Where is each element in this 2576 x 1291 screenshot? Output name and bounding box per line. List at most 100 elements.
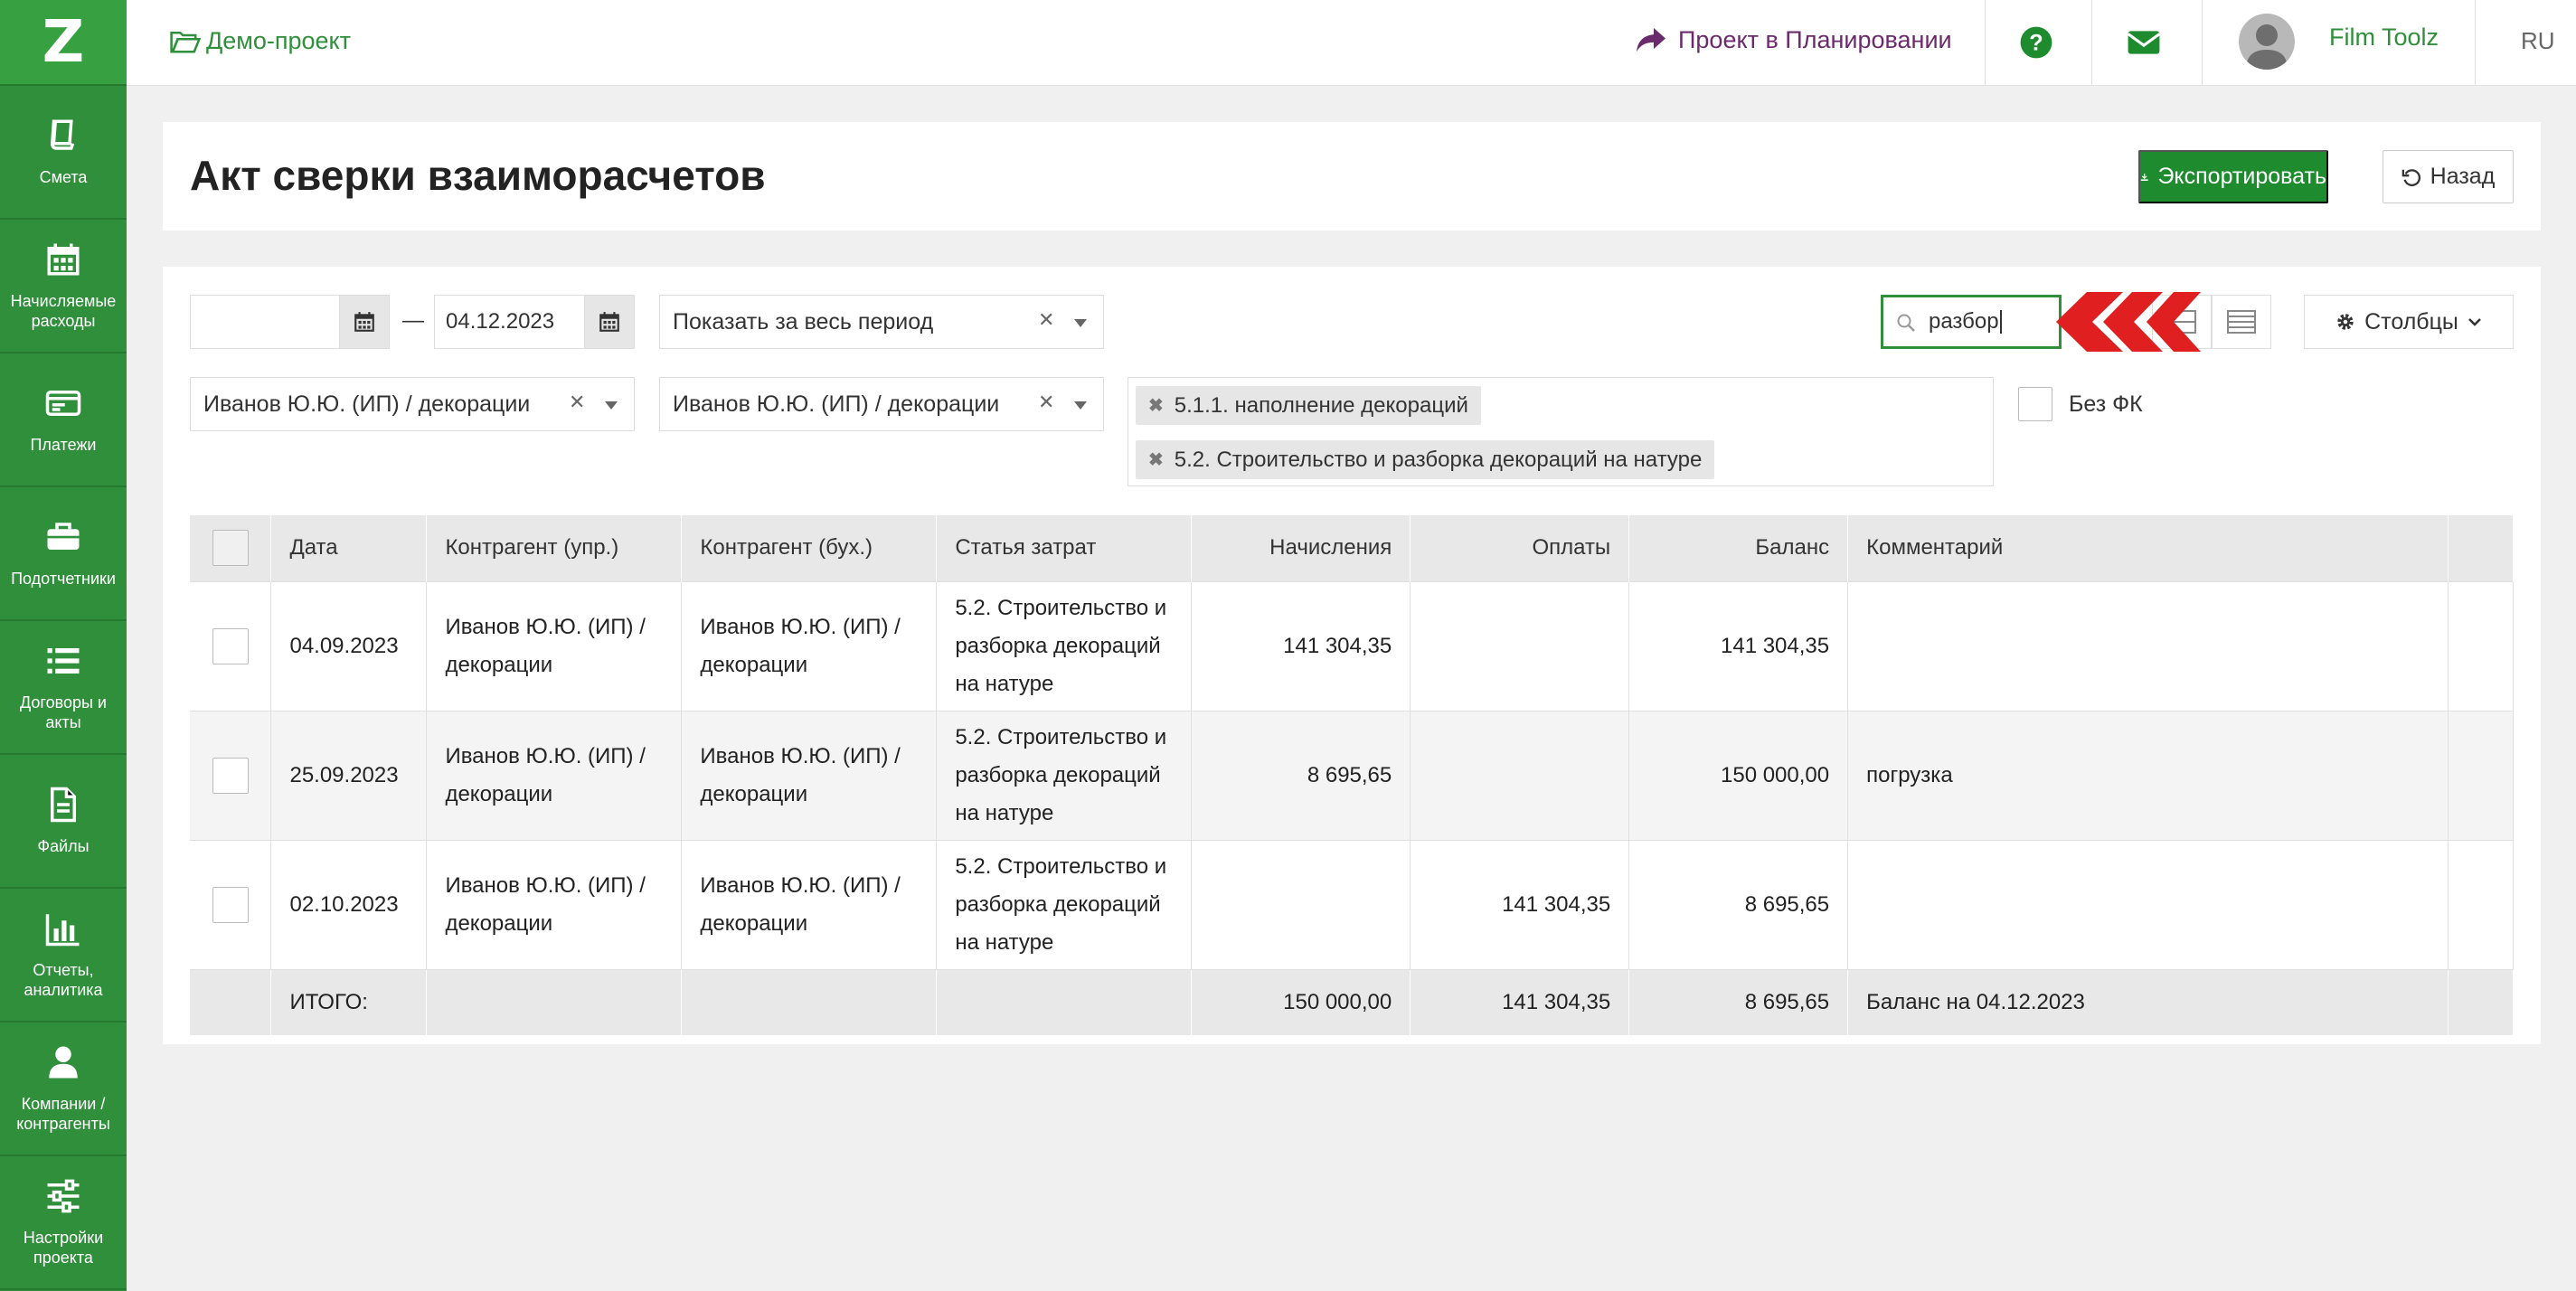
sidebar-item-payments[interactable]: Платежи — [0, 353, 127, 487]
clear-counterparty-mgmt-icon[interactable]: ✕ — [569, 391, 586, 413]
search-value: разбор — [1929, 309, 1999, 334]
help-icon[interactable]: ? — [2019, 25, 2053, 60]
cell-extra — [2448, 710, 2515, 840]
column-header-counterparty-acc[interactable]: Контрагент (бух.) — [681, 515, 938, 581]
project-link[interactable]: Демо-проект — [170, 27, 351, 55]
sidebar-item-label: Компании / контрагенты — [16, 1095, 110, 1133]
cell-date: 02.10.2023 — [270, 839, 428, 969]
cell-extra — [2448, 580, 2515, 711]
row-checkbox[interactable] — [212, 887, 249, 924]
sidebar-item-companies[interactable]: Компании / контрагенты — [0, 1022, 127, 1156]
cell-cost-item: 5.2. Строительство и разборка декораций … — [936, 580, 1193, 711]
period-select[interactable]: Показать за весь период — [659, 295, 1104, 349]
table-row[interactable]: 04.09.2023 Иванов Ю.Ю. (ИП) / декорации … — [190, 580, 2515, 711]
row-select-cell — [190, 580, 272, 711]
user-name[interactable]: Film Toolz — [2329, 24, 2439, 51]
column-header-comment[interactable]: Комментарий — [1847, 515, 2449, 581]
total-accruals: 150 000,00 — [1191, 968, 1411, 1035]
column-header-counterparty-mgmt[interactable]: Контрагент (упр.) — [426, 515, 683, 581]
row-select-cell — [190, 710, 272, 840]
row-checkbox[interactable] — [212, 758, 249, 795]
sliders-icon — [47, 1179, 80, 1213]
chevron-down-icon[interactable] — [1074, 319, 1087, 327]
no-fk-label: Без ФК — [2069, 391, 2143, 417]
gear-icon — [2337, 314, 2354, 330]
sidebar-item-settings[interactable]: Настройки проекта — [0, 1156, 127, 1290]
select-all-checkbox[interactable] — [212, 530, 249, 567]
column-header-balance[interactable]: Баланс — [1628, 515, 1849, 581]
avatar-person-icon — [2246, 24, 2288, 70]
calendar-icon — [599, 312, 619, 332]
file-icon — [51, 787, 76, 823]
columns-button[interactable]: Столбцы — [2304, 295, 2514, 349]
language-switch[interactable]: RU — [2521, 27, 2555, 54]
logo-glyph: Z — [42, 8, 85, 76]
sidebar-item-accruals[interactable]: Начисляемые расходы — [0, 220, 127, 353]
remove-chip-icon[interactable]: ✖ — [1148, 396, 1164, 416]
chevron-down-icon[interactable] — [1074, 401, 1087, 410]
row-checkbox[interactable] — [212, 628, 249, 665]
select-all-cell — [190, 515, 272, 581]
back-button[interactable]: Назад — [2383, 150, 2514, 203]
cell-cost-item: 5.2. Строительство и разборка декораций … — [936, 710, 1193, 840]
sidebar-item-estimate[interactable]: Смета — [0, 86, 127, 220]
clear-counterparty-acc-icon[interactable]: ✕ — [1038, 391, 1055, 413]
sidebar-item-reports[interactable]: Отчеты, аналитика — [0, 889, 127, 1022]
no-fk-checkbox[interactable] — [2018, 387, 2052, 421]
cell-accruals: 141 304,35 — [1191, 580, 1411, 711]
sidebar-item-files[interactable]: Файлы — [0, 755, 127, 889]
sidebar-item-label: Платежи — [30, 436, 97, 454]
column-header-date[interactable]: Дата — [270, 515, 428, 581]
column-header-accruals[interactable]: Начисления — [1191, 515, 1411, 581]
column-header-payments[interactable]: Оплаты — [1410, 515, 1630, 581]
cell-counterparty-acc: Иванов Ю.Ю. (ИП) / декорации — [681, 580, 938, 711]
sidebar-item-label: Подотчетники — [11, 570, 116, 588]
cell-balance: 8 695,65 — [1628, 839, 1849, 969]
counterparty-mgmt-select[interactable]: Иванов Ю.Ю. (ИП) / декорации — [190, 377, 635, 431]
logo[interactable]: Z — [0, 0, 127, 86]
table-row[interactable]: 25.09.2023 Иванов Ю.Ю. (ИП) / декорации … — [190, 710, 2515, 840]
total-empty-cell — [2448, 968, 2515, 1035]
cost-item-chip-label: 5.2. Строительство и разборка декораций … — [1174, 447, 1703, 472]
view-dense-button[interactable] — [2212, 295, 2271, 349]
sidebar-item-label: Договоры и акты — [20, 693, 107, 731]
total-empty-cell — [936, 968, 1193, 1035]
column-header-extra — [2448, 515, 2515, 581]
total-empty-cell — [190, 968, 272, 1035]
sidebar-item-contracts[interactable]: Договоры и акты — [0, 621, 127, 755]
date-to-calendar-button[interactable] — [584, 295, 635, 349]
date-from-input[interactable] — [190, 295, 341, 349]
export-button[interactable]: Экспортировать — [2138, 150, 2328, 203]
download-icon — [2140, 173, 2148, 181]
columns-label: Столбцы — [2364, 308, 2458, 335]
sidebar-item-label: Отчеты, аналитика — [24, 961, 103, 999]
avatar[interactable] — [2239, 14, 2295, 70]
folder-open-icon — [170, 31, 201, 52]
planning-link[interactable]: Проект в Планировании — [1635, 25, 1952, 54]
column-header-cost-item[interactable]: Статья затрат — [936, 515, 1193, 581]
remove-chip-icon[interactable]: ✖ — [1148, 450, 1164, 470]
total-comment: Баланс на 04.12.2023 — [1847, 968, 2449, 1035]
date-to-input[interactable]: 04.12.2023 — [434, 295, 586, 349]
cell-counterparty-acc: Иванов Ю.Ю. (ИП) / декорации — [681, 839, 938, 969]
search-icon — [1897, 314, 1915, 332]
cell-counterparty-mgmt: Иванов Ю.Ю. (ИП) / декорации — [426, 839, 683, 969]
chevron-down-icon[interactable] — [605, 401, 618, 410]
cell-accruals — [1191, 839, 1411, 969]
mail-icon[interactable] — [2127, 25, 2161, 60]
counterparty-mgmt-value: Иванов Ю.Ю. (ИП) / декорации — [203, 391, 531, 417]
sidebar-item-label: Начисляемые расходы — [10, 292, 117, 330]
date-from-calendar-button[interactable] — [339, 295, 390, 349]
cost-items-multiselect[interactable]: ✖ 5.1.1. наполнение декораций ✖ 5.2. Стр… — [1128, 377, 1994, 486]
table-row[interactable]: 02.10.2023 Иванов Ю.Ю. (ИП) / декорации … — [190, 839, 2515, 969]
top-bar: Демо-проект Проект в Планировании ? Film… — [127, 0, 2576, 86]
clear-period-icon[interactable]: ✕ — [1038, 308, 1055, 331]
cell-accruals: 8 695,65 — [1191, 710, 1411, 840]
date-range-dash: — — [402, 308, 424, 333]
counterparty-acc-value: Иванов Ю.Ю. (ИП) / декорации — [673, 391, 1000, 417]
rows-dense-icon — [2227, 310, 2256, 334]
calendar-icon — [354, 312, 374, 332]
sidebar-item-accountable[interactable]: Подотчетники — [0, 487, 127, 621]
page-title: Акт сверки взаиморасчетов — [190, 152, 766, 199]
counterparty-acc-select[interactable]: Иванов Ю.Ю. (ИП) / декорации — [659, 377, 1104, 431]
